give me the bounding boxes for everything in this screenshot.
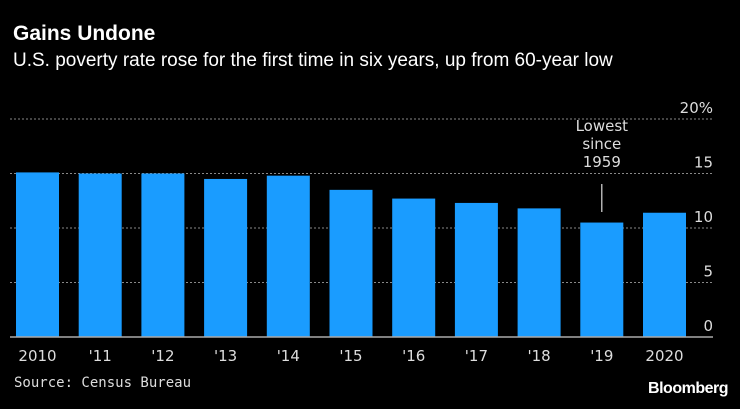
bar — [454, 202, 498, 337]
bloomberg-logo: Bloomberg — [648, 380, 728, 397]
y-tick-label: 0 — [703, 317, 713, 335]
y-tick-label: 10 — [694, 208, 713, 226]
x-tick-label: '15 — [339, 347, 362, 365]
bar — [266, 175, 310, 337]
y-tick-label: 20% — [680, 99, 713, 117]
annotation-text: Lowest — [576, 117, 629, 135]
annotation-text: since — [582, 135, 621, 153]
bar — [16, 172, 59, 337]
bar — [78, 173, 122, 337]
bar — [580, 222, 624, 337]
y-tick-label: 5 — [703, 263, 713, 281]
chart-subtitle: U.S. poverty rate rose for the first tim… — [13, 50, 613, 71]
annotation-text: 1959 — [583, 153, 621, 171]
bar — [204, 178, 248, 337]
x-tick-label: '12 — [151, 347, 174, 365]
x-tick-label: 2020 — [645, 347, 683, 365]
x-tick-label: '11 — [89, 347, 112, 365]
bar — [517, 208, 561, 337]
source-note: Source: Census Bureau — [14, 375, 192, 391]
y-tick-label: 15 — [694, 154, 713, 172]
x-tick-label: '16 — [402, 347, 425, 365]
x-tick-label: 2010 — [18, 347, 56, 365]
bar — [329, 189, 373, 337]
chart-title: Gains Undone — [13, 22, 156, 45]
x-tick-label: '18 — [527, 347, 550, 365]
bar — [392, 198, 436, 337]
bar — [643, 212, 686, 337]
x-tick-label: '17 — [465, 347, 488, 365]
x-tick-label: '19 — [590, 347, 613, 365]
x-tick-label: '14 — [277, 347, 300, 365]
bar — [141, 173, 185, 337]
x-tick-label: '13 — [214, 347, 237, 365]
